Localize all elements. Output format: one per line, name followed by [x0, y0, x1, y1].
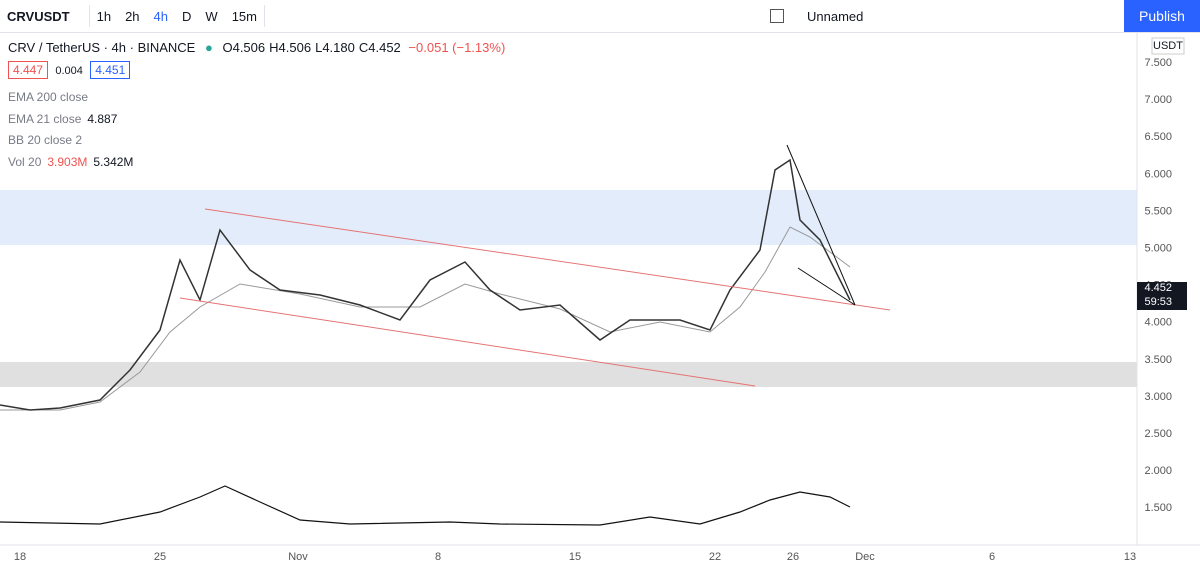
interval[interactable]: 15m: [231, 8, 257, 24]
last-price: 4.452: [1144, 282, 1172, 294]
time-label: Nov: [288, 551, 308, 563]
price-tick: 7.500: [1144, 57, 1172, 69]
change: −0.051 (−1.13%): [408, 40, 506, 55]
time-label: 8: [435, 551, 441, 563]
ohlc-value: 4.180: [322, 40, 355, 55]
currency: USDT: [1153, 40, 1183, 52]
price-tick: 4.000: [1144, 317, 1172, 329]
moving-average: [0, 226, 851, 411]
interval[interactable]: D: [182, 8, 192, 24]
last-price-box: [1137, 282, 1187, 310]
price-tick: 5.500: [1144, 205, 1172, 217]
ohlc-item: O4.506: [222, 40, 265, 55]
indicator-name: EMA 200 close: [8, 90, 89, 104]
legend-title: CRV / TetherUS · 4h · BINANCE: [8, 40, 196, 55]
interval[interactable]: W: [205, 8, 218, 24]
price-tick: 1.500: [1144, 502, 1172, 514]
price-tick: 6.000: [1144, 168, 1172, 180]
indicator: EMA 21 close 4.887: [8, 112, 123, 126]
zone: [0, 362, 1137, 387]
wedge-line: [786, 144, 856, 306]
price-tick: 3.500: [1144, 354, 1172, 366]
countdown: 59:53: [1144, 296, 1172, 308]
ohlc-label: O: [222, 40, 233, 55]
volume-average: [0, 485, 851, 526]
price-tick: 2.000: [1144, 465, 1172, 477]
publish-button[interactable]: Publish: [1124, 0, 1200, 32]
indicator-name: EMA 21 close: [8, 111, 82, 126]
interval[interactable]: 1h: [96, 8, 112, 24]
price-ticks: 7.5007.0006.5006.0005.5005.0004.5004.000…: [1144, 57, 1172, 514]
price-tick: 6.500: [1144, 131, 1172, 143]
price-tick: 3.000: [1144, 391, 1172, 403]
indicator: Vol 20 3.903M 5.342M: [8, 155, 139, 169]
spread: 0.004: [55, 65, 83, 77]
price-line: [0, 158, 851, 411]
ohlc-item: C4.452: [359, 40, 401, 55]
price-tick: 7.000: [1144, 94, 1172, 106]
time-label: 25: [154, 551, 166, 563]
indicator-value: 5.342M: [93, 154, 134, 169]
ohlc-value: 4.506: [232, 40, 266, 55]
select-tool[interactable]: [769, 9, 784, 23]
indicator-name: BB 20 close 2: [8, 133, 83, 147]
wedge-line: [797, 267, 856, 306]
zone: [0, 190, 1137, 245]
legend: CRV / TetherUS · 4h · BINANCE ● O4.506 H4…: [8, 40, 506, 55]
ohlc-label: L: [315, 40, 323, 55]
ohlc-value: 4.506: [278, 40, 312, 55]
indicator-value: 4.887: [87, 111, 118, 126]
quote: 4.447 0.004 4.451: [8, 61, 131, 79]
price-tick: 2.500: [1144, 428, 1172, 440]
bid[interactable]: 4.447: [8, 61, 49, 79]
ohlc: O4.506 H4.506 L4.180 C4.452: [222, 40, 404, 55]
time-label: 13: [1124, 551, 1136, 563]
indicator: EMA 200 close: [8, 90, 94, 104]
interval[interactable]: 2h: [125, 8, 140, 24]
ask[interactable]: 4.451: [90, 61, 131, 79]
time-label: Dec: [855, 551, 875, 563]
trend-line: [204, 208, 891, 311]
time-label: 26: [787, 551, 799, 563]
toolbar: CRVUSDT 1h 2h 4h D W 15m Unnamed Publish: [0, 0, 1200, 33]
chart: USDT 7.5007.0006.5006.0005.5005.0004.500…: [0, 32, 1200, 563]
layout-name[interactable]: Unnamed: [806, 8, 864, 24]
time-label: 18: [14, 551, 26, 563]
ohlc-label: C: [358, 40, 369, 55]
ohlc-value: 4.452: [368, 40, 401, 55]
ohlc-item: L4.180: [315, 40, 355, 55]
trend-line: [179, 297, 756, 387]
ohlc-label: H: [269, 40, 279, 55]
currency-box: [1151, 37, 1185, 55]
time-label: 15: [569, 551, 581, 563]
symbol[interactable]: CRVUSDT: [7, 8, 70, 24]
indicator: BB 20 close 2: [8, 133, 88, 147]
interval[interactable]: 4h: [153, 8, 169, 24]
time-label: 6: [989, 551, 995, 563]
indicator-value: 3.903M: [47, 154, 88, 169]
indicator-name: Vol 20: [8, 154, 42, 169]
price-tick: 5.000: [1144, 243, 1172, 255]
time-label: 22: [709, 551, 721, 563]
ohlc-item: H4.506: [269, 40, 311, 55]
